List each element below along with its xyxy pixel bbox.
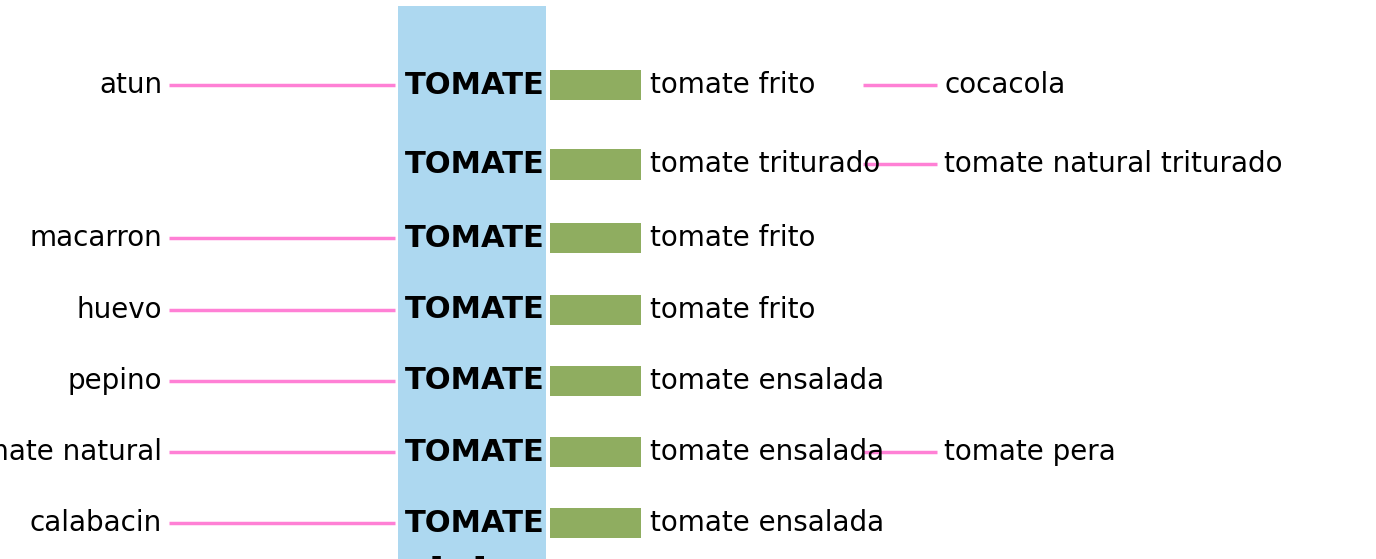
Text: pepino: pepino [67, 367, 162, 395]
Bar [550, 295, 641, 325]
Text: TOMATE: TOMATE [405, 509, 545, 538]
Text: tomate natural: tomate natural [0, 438, 162, 466]
Text: tomate ensalada: tomate ensalada [651, 438, 885, 466]
Bar [550, 149, 641, 179]
Text: tomate frito: tomate frito [651, 296, 816, 324]
Bar [550, 366, 641, 396]
Text: tomate natural triturado: tomate natural triturado [944, 150, 1282, 178]
Text: huevo: huevo [77, 296, 162, 324]
Bar [550, 70, 641, 100]
Text: tomate frito: tomate frito [651, 224, 816, 253]
Text: TOMATE: TOMATE [405, 295, 545, 324]
Bar [550, 224, 641, 253]
Text: tomate pera: tomate pera [944, 438, 1116, 466]
Text: tomate ensalada: tomate ensalada [651, 367, 885, 395]
Text: TOMATE: TOMATE [405, 150, 545, 179]
Text: macarron: macarron [29, 224, 162, 253]
Text: tomate triturado: tomate triturado [651, 150, 881, 178]
Text: tomate frito: tomate frito [651, 71, 816, 99]
Bar [550, 508, 641, 538]
Text: TOMATE: TOMATE [405, 438, 545, 467]
Text: calabacin: calabacin [30, 509, 162, 537]
Text: cocacola: cocacola [944, 71, 1065, 99]
Bar [398, 6, 546, 559]
Text: [...]: [...] [431, 556, 487, 559]
Text: TOMATE: TOMATE [405, 70, 545, 100]
Text: atun: atun [99, 71, 162, 99]
Text: TOMATE: TOMATE [405, 224, 545, 253]
Text: TOMATE: TOMATE [405, 366, 545, 395]
Bar [550, 437, 641, 467]
Text: tomate ensalada: tomate ensalada [651, 509, 885, 537]
